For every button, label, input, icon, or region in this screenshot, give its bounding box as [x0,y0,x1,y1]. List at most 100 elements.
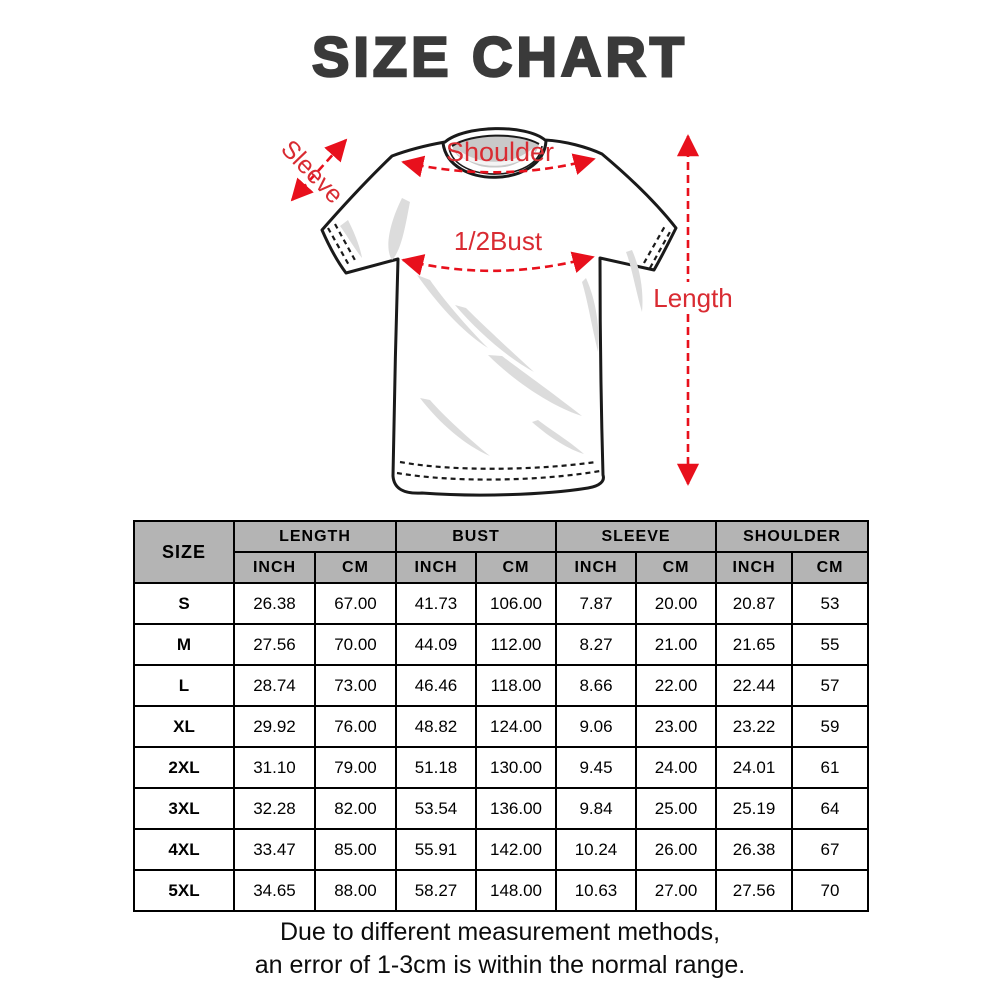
table-row-l: L 28.74 73.00 46.46 118.00 8.66 22.00 22… [133,664,870,707]
value-cell: 44.09 [395,623,477,666]
size-cell: 4XL [133,828,235,871]
value-cell: 27.56 [715,869,794,912]
value-cell: 22.44 [715,664,794,707]
value-cell: 79.00 [314,746,397,789]
size-cell: XL [133,705,235,748]
value-cell: 31.10 [233,746,316,789]
table-row-s: S 26.38 67.00 41.73 106.00 7.87 20.00 20… [133,582,870,625]
table-row-5xl: 5XL 34.65 88.00 58.27 148.00 10.63 27.00… [133,869,870,912]
sleeve-arrow [290,138,348,202]
value-cell: 25.19 [715,787,794,830]
unit-header: INCH [233,551,316,584]
value-cell: 64 [791,787,870,830]
value-cell: 70 [791,869,870,912]
value-cell: 23.00 [634,705,718,748]
value-cell: 7.87 [555,582,637,625]
value-cell: 58.27 [395,869,477,912]
tshirt-outline [320,127,678,497]
value-cell: 33.47 [233,828,316,871]
header-length: LENGTH [233,520,397,553]
header-shoulder: SHOULDER [715,520,870,553]
value-cell: 22.00 [634,664,718,707]
header-sleeve: SLEEVE [554,520,718,553]
unit-header: CM [314,551,397,584]
value-cell: 26.00 [634,828,718,871]
value-cell: 53 [791,582,870,625]
header-bust: BUST [395,520,557,553]
table-row-3xl: 3XL 32.28 82.00 53.54 136.00 9.84 25.00 … [133,787,870,830]
value-cell: 21.00 [634,623,718,666]
size-cell: 2XL [133,746,235,789]
bust-label: 1/2Bust [454,226,543,256]
unit-header: INCH [395,551,477,584]
value-cell: 130.00 [475,746,557,789]
value-cell: 29.92 [233,705,316,748]
measurement-note-line1: Due to different measurement methods, [279,918,721,946]
value-cell: 8.27 [555,623,637,666]
value-cell: 106.00 [475,582,557,625]
value-cell: 53.54 [395,787,477,830]
value-cell: 28.74 [233,664,316,707]
value-cell: 8.66 [555,664,637,707]
unit-header: INCH [715,551,794,584]
value-cell: 70.00 [314,623,397,666]
value-cell: 136.00 [475,787,557,830]
value-cell: 124.00 [475,705,557,748]
value-cell: 21.65 [715,623,794,666]
value-cell: 41.73 [395,582,477,625]
value-cell: 9.06 [555,705,637,748]
value-cell: 26.38 [233,582,316,625]
value-cell: 57 [791,664,870,707]
value-cell: 27.56 [233,623,316,666]
size-cell: 5XL [133,869,235,912]
value-cell: 24.00 [634,746,718,789]
table-row-2xl: 2XL 31.10 79.00 51.18 130.00 9.45 24.00 … [133,746,870,789]
value-cell: 51.18 [395,746,477,789]
unit-header: CM [634,551,718,584]
unit-header: INCH [555,551,637,584]
value-cell: 142.00 [475,828,557,871]
value-cell: 34.65 [233,869,316,912]
value-cell: 55 [791,623,870,666]
size-cell: M [133,623,235,666]
value-cell: 10.24 [555,828,637,871]
shoulder-arrow [401,153,596,178]
size-table: SIZE LENGTH BUST SLEEVE SHOULDER INCH CM… [133,520,870,912]
table-unit-header-row: INCH CM INCH CM INCH CM INCH CM [134,551,870,584]
value-cell: 73.00 [314,664,397,707]
unit-header: CM [475,551,557,584]
value-cell: 55.91 [395,828,477,871]
value-cell: 82.00 [314,787,397,830]
value-cell: 10.63 [555,869,637,912]
value-cell: 20.87 [715,582,794,625]
value-cell: 24.01 [715,746,794,789]
value-cell: 61 [791,746,870,789]
value-cell: 67.00 [314,582,397,625]
table-row-m: M 27.56 70.00 44.09 112.00 8.27 21.00 21… [133,623,870,666]
table-group-header-row: SIZE LENGTH BUST SLEEVE SHOULDER [133,520,870,584]
page-title: SIZE CHART [311,24,688,90]
size-cell: S [133,582,235,625]
table-row-xl: XL 29.92 76.00 48.82 124.00 9.06 23.00 2… [133,705,870,748]
header-size: SIZE [133,520,235,584]
measurement-note-line2: an error of 1-3cm is within the normal r… [254,951,746,979]
value-cell: 67 [791,828,870,871]
measurement-note: Due to different measurement methods, an… [0,916,1000,982]
table-row-4xl: 4XL 33.47 85.00 55.91 142.00 10.24 26.00… [133,828,870,871]
shoulder-label: Shoulder [446,137,554,167]
value-cell: 85.00 [314,828,397,871]
value-cell: 9.84 [555,787,637,830]
value-cell: 46.46 [395,664,477,707]
tshirt-stitching [327,223,672,481]
value-cell: 32.28 [233,787,316,830]
value-cell: 26.38 [715,828,794,871]
length-label: Length [653,283,733,313]
value-cell: 23.22 [715,705,794,748]
size-cell: L [133,664,235,707]
tshirt-measurement-diagram: Sleeve Shoulder 1/2Bust Length [250,100,750,520]
value-cell: 148.00 [475,869,557,912]
value-cell: 76.00 [314,705,397,748]
tshirt-shading [340,198,643,456]
value-cell: 25.00 [634,787,718,830]
sleeve-label: Sleeve [275,135,348,209]
